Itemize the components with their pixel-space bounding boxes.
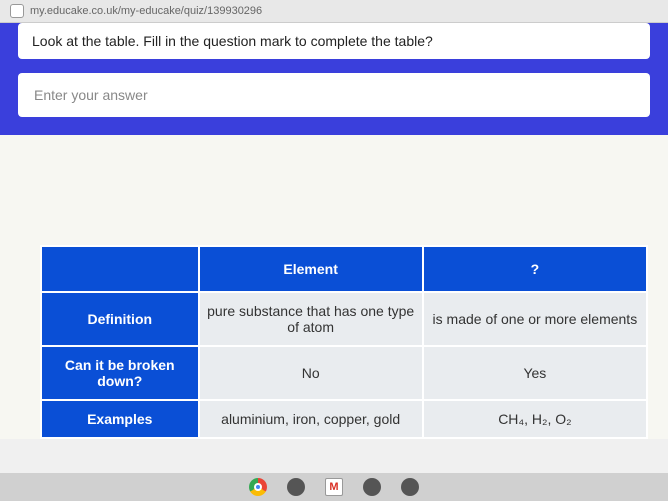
answer-card <box>18 73 650 117</box>
row-header-broken: Can it be broken down? <box>41 346 199 400</box>
table-corner-cell <box>41 246 199 292</box>
url-text: my.educake.co.uk/my-educake/quiz/1399302… <box>30 5 262 17</box>
browser-address-bar: my.educake.co.uk/my-educake/quiz/1399302… <box>0 0 668 23</box>
taskbar-app-icon[interactable] <box>401 478 419 496</box>
question-text: Look at the table. Fill in the question … <box>32 33 433 49</box>
taskbar-app-icon[interactable] <box>287 478 305 496</box>
cell-examples-unknown: CH₄, H₂, O₂ <box>423 400 647 438</box>
cell-broken-element: No <box>199 346 423 400</box>
cell-definition-element: pure substance that has one type of atom <box>199 292 423 346</box>
table-header-row: Element ? <box>41 246 647 292</box>
col-header-unknown: ? <box>423 246 647 292</box>
cell-definition-unknown: is made of one or more elements <box>423 292 647 346</box>
os-taskbar: M <box>0 473 668 501</box>
table-row: Examples aluminium, iron, copper, gold C… <box>41 400 647 438</box>
row-header-examples: Examples <box>41 400 199 438</box>
chemistry-table: Element ? Definition pure substance that… <box>40 245 648 439</box>
quiz-header-area: Look at the table. Fill in the question … <box>0 23 668 135</box>
taskbar-app-icon[interactable] <box>363 478 381 496</box>
gmail-icon[interactable]: M <box>325 478 343 496</box>
cell-examples-element: aluminium, iron, copper, gold <box>199 400 423 438</box>
answer-input[interactable] <box>22 77 646 113</box>
table-row: Definition pure substance that has one t… <box>41 292 647 346</box>
question-card: Look at the table. Fill in the question … <box>18 23 650 59</box>
content-area: Element ? Definition pure substance that… <box>0 135 668 439</box>
row-header-definition: Definition <box>41 292 199 346</box>
cell-broken-unknown: Yes <box>423 346 647 400</box>
col-header-element: Element <box>199 246 423 292</box>
table-row: Can it be broken down? No Yes <box>41 346 647 400</box>
site-favicon <box>10 4 24 18</box>
chrome-icon[interactable] <box>249 478 267 496</box>
